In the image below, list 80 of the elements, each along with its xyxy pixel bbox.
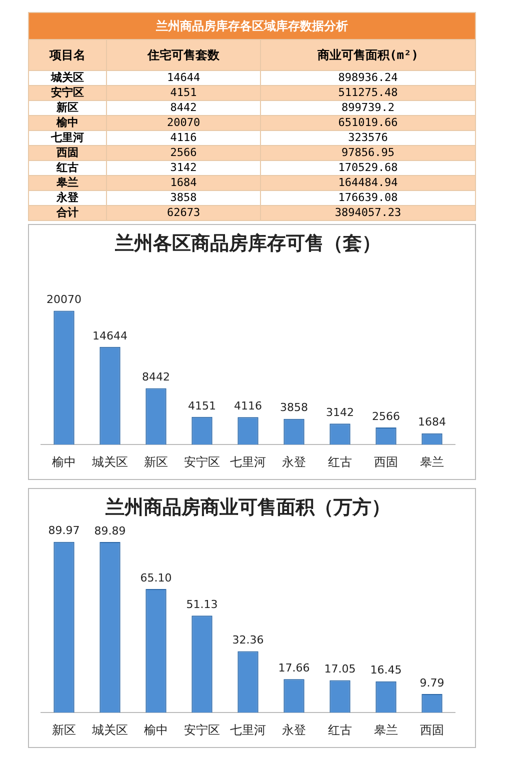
x-tick-label: 住宅可售套数 (106, 40, 261, 70)
data-label: 2566 (106, 146, 261, 160)
data-label: 17.66 (278, 661, 310, 674)
x-tick-label: 安宁区 (184, 455, 220, 470)
y-tick-label: 榆中 (28, 116, 107, 130)
x-tick-label: 新区 (144, 455, 168, 470)
y-tick-label: 皋兰 (28, 176, 107, 190)
data-label: 3894057.23 (260, 206, 476, 220)
data-label: 20070 (106, 116, 261, 130)
data-label: 17.05 (324, 662, 356, 676)
chart-title: 兰州商品房商业可售面积（万方） (104, 496, 390, 518)
data-label: 176639.08 (260, 190, 476, 206)
data-label: 20070 (46, 293, 82, 306)
x-tick-label: 西固 (374, 455, 398, 470)
data-label: 3142 (326, 406, 354, 419)
table-row-stripe: 红古 3142 170529.68 (28, 160, 476, 176)
x-tick-label: 榆中 (144, 723, 168, 738)
data-label: 4116 (234, 399, 262, 412)
table-row-stripe: 皋兰 1684 164484.94 (28, 176, 476, 190)
data-label: 32.36 (232, 634, 264, 647)
data-label: 89.97 (48, 524, 80, 538)
data-label: 2566 (372, 410, 400, 423)
data-label: 511275.48 (260, 86, 476, 100)
x-tick-label: 七里河 (230, 455, 266, 470)
table-row-stripe: 榆中 20070 651019.66 (28, 116, 476, 130)
table-row-stripe: 合计 62673 3894057.23 (28, 206, 476, 220)
data-label: 170529.68 (260, 160, 476, 176)
data-label: 89.89 (94, 524, 126, 538)
data-label: 323576 (260, 130, 476, 146)
data-label: 164484.94 (260, 176, 476, 190)
data-label: 4151 (188, 399, 216, 412)
y-tick-label: 城关区 (28, 70, 107, 86)
x-tick-label: 永登 (282, 455, 306, 470)
y-tick-label: 永登 (28, 190, 107, 206)
data-label: 97856.95 (260, 146, 476, 160)
data-label: 9.79 (420, 676, 444, 690)
x-tick-label: 红古 (328, 455, 352, 470)
x-tick-label: 七里河 (230, 723, 266, 738)
table-row-stripe: 永登 3858 176639.08 (28, 190, 476, 206)
data-label: 898936.24 (260, 70, 476, 86)
data-label: 14644 (106, 70, 261, 86)
x-tick-label: 红古 (328, 723, 352, 738)
y-tick-label: 安宁区 (28, 86, 107, 100)
y-tick-label: 新区 (28, 100, 107, 116)
data-label: 1684 (418, 416, 446, 429)
data-label: 3142 (106, 160, 261, 176)
x-tick-label: 商业可售面积(m²) (260, 40, 476, 70)
data-label: 16.45 (370, 664, 402, 677)
table-row-stripe: 西固 2566 97856.95 (28, 146, 476, 160)
y-axis-title: 项目名 (28, 40, 107, 70)
data-label: 4151 (106, 86, 261, 100)
y-tick-label: 西固 (28, 146, 107, 160)
data-label: 3858 (106, 190, 261, 206)
x-tick-label: 城关区 (91, 723, 128, 738)
y-tick-label: 合计 (28, 206, 107, 220)
data-label: 65.10 (140, 571, 172, 584)
x-tick-label: 永登 (282, 723, 306, 738)
x-tick-label: 西固 (420, 723, 444, 738)
data-label: 51.13 (186, 598, 218, 611)
data-label: 14644 (92, 329, 128, 342)
data-label: 1684 (106, 176, 261, 190)
y-tick-label: 红古 (28, 160, 107, 176)
x-tick-label: 城关区 (91, 455, 128, 470)
data-label: 899739.2 (260, 100, 476, 116)
data-label: 8442 (106, 100, 261, 116)
data-label: 8442 (142, 370, 170, 384)
table-row-stripe: 安宁区 4151 511275.48 (28, 86, 476, 100)
data-label: 651019.66 (260, 116, 476, 130)
data-label: 4116 (106, 130, 261, 146)
chart-title: 兰州各区商品房库存可售（套） (114, 232, 381, 254)
x-tick-label: 皋兰 (374, 723, 398, 738)
table-row-stripe: 城关区 14644 898936.24 (28, 70, 476, 86)
data-label: 62673 (106, 206, 261, 220)
y-tick-label: 七里河 (28, 130, 107, 146)
x-tick-label: 安宁区 (184, 723, 220, 738)
table-row-stripe: 新区 8442 899739.2 (28, 100, 476, 116)
chart-title: 兰州商品房库存各区域库存数据分析 (28, 12, 476, 40)
table-row-stripe: 七里河 4116 323576 (28, 130, 476, 146)
x-tick-label: 皋兰 (420, 455, 444, 470)
data-label: 3858 (280, 401, 308, 414)
